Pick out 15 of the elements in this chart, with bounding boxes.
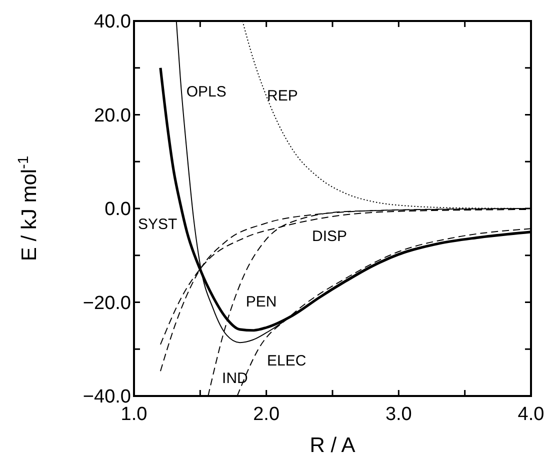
y-tick-label: 40.0 [94, 12, 131, 33]
x-axis-title: R / A [310, 434, 356, 457]
annotation: DISP [312, 228, 348, 246]
y-tick-label: −20.0 [82, 292, 131, 314]
x-tick-label: 4.0 [518, 404, 544, 425]
y-tick-label: 20.0 [94, 105, 131, 126]
annotation: REP [267, 87, 298, 104]
annotation: SYST [138, 216, 178, 233]
annotation: IND [222, 370, 248, 388]
annotation: PEN [246, 294, 277, 311]
x-tick-label: 3.0 [385, 404, 412, 425]
x-tick-label: 2.0 [253, 404, 280, 425]
y-tick-label: 0.0 [104, 199, 131, 220]
annotation: ELEC [267, 352, 306, 370]
annotation: OPLS [186, 84, 226, 100]
